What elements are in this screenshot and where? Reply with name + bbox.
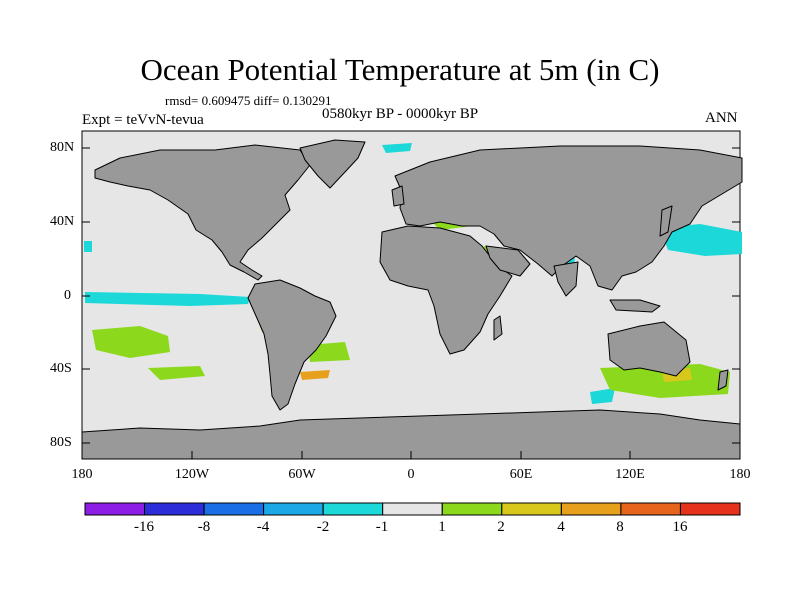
colorbar-box bbox=[203, 502, 265, 516]
australia-land bbox=[607, 321, 691, 377]
india-land bbox=[553, 261, 579, 297]
eurasia-land bbox=[394, 145, 743, 291]
colorbar-label: -16 bbox=[134, 519, 154, 535]
south-america-land bbox=[247, 279, 337, 411]
arctic-cyan-patch bbox=[382, 143, 412, 153]
southeast-pacific-green-patch bbox=[148, 366, 205, 380]
colorbar-box bbox=[441, 502, 503, 516]
uk-land bbox=[391, 185, 405, 207]
east-pacific-edge-cyan-patch bbox=[84, 241, 92, 252]
colorbar-box bbox=[382, 502, 443, 516]
lat-label-40n: 40N bbox=[50, 214, 75, 229]
lat-label-80s: 80S bbox=[50, 435, 72, 450]
lon-label-180w: 180 bbox=[71, 467, 93, 482]
lon-label-60w: 60W bbox=[288, 467, 316, 482]
colorbar-box bbox=[322, 502, 384, 516]
japan-land bbox=[659, 205, 673, 237]
lon-label-0: 0 bbox=[407, 467, 415, 482]
madagascar-land bbox=[493, 315, 503, 341]
colorbar-label: 1 bbox=[438, 519, 446, 535]
map-title: Ocean Potential Temperature at 5m (in C) bbox=[140, 52, 660, 87]
axis-ticks bbox=[81, 147, 741, 459]
colorbar-box bbox=[263, 502, 324, 516]
pacific-equatorial-cyan-patch bbox=[85, 292, 250, 306]
lon-label-180e: 180 bbox=[729, 467, 751, 482]
africa-land bbox=[379, 225, 513, 355]
greenland-land bbox=[299, 139, 366, 189]
lon-label-120w: 120W bbox=[174, 467, 210, 482]
stats-text: rmsd= 0.609475 diff= 0.130291 bbox=[165, 93, 332, 108]
colorbar-box bbox=[501, 502, 562, 516]
colorbar-box bbox=[560, 502, 622, 516]
new-zealand-land bbox=[717, 369, 729, 391]
land-masses bbox=[81, 139, 743, 460]
colorbar bbox=[84, 502, 741, 516]
antarctica-land bbox=[81, 409, 741, 460]
lat-label-0: 0 bbox=[64, 288, 71, 303]
arabia-land bbox=[485, 245, 531, 277]
colorbar-label: 16 bbox=[672, 519, 688, 535]
colorbar-label: 2 bbox=[497, 519, 505, 535]
indonesia-land bbox=[609, 299, 661, 313]
patagonia-orange-patch bbox=[300, 370, 330, 380]
season-label: ANN bbox=[705, 110, 738, 126]
nw-pacific-cyan-patch bbox=[660, 224, 742, 256]
colorbar-box bbox=[680, 502, 741, 516]
south-pacific-green-patch bbox=[92, 326, 170, 358]
colorbar-label: 8 bbox=[616, 519, 624, 535]
period-label: 0580kyr BP - 0000kyr BP bbox=[322, 106, 479, 122]
colorbar-label: -1 bbox=[375, 519, 389, 535]
colorbar-label: -2 bbox=[316, 519, 330, 535]
colorbar-label: -4 bbox=[256, 519, 270, 535]
colorbar-box bbox=[620, 502, 681, 516]
lon-label-120e: 120E bbox=[615, 467, 645, 482]
north-america-land bbox=[94, 144, 311, 281]
experiment-label: Expt = teVvN-tevua bbox=[82, 112, 204, 128]
lat-label-80n: 80N bbox=[50, 140, 75, 155]
colorbar-box bbox=[84, 502, 145, 516]
colorbar-label: -8 bbox=[197, 519, 211, 535]
lon-label-60e: 60E bbox=[509, 467, 533, 482]
lat-label-40s: 40S bbox=[50, 361, 72, 376]
colorbar-label: 4 bbox=[557, 519, 565, 535]
colorbar-box bbox=[144, 502, 205, 516]
south-indian-cyan-patch bbox=[590, 388, 615, 404]
